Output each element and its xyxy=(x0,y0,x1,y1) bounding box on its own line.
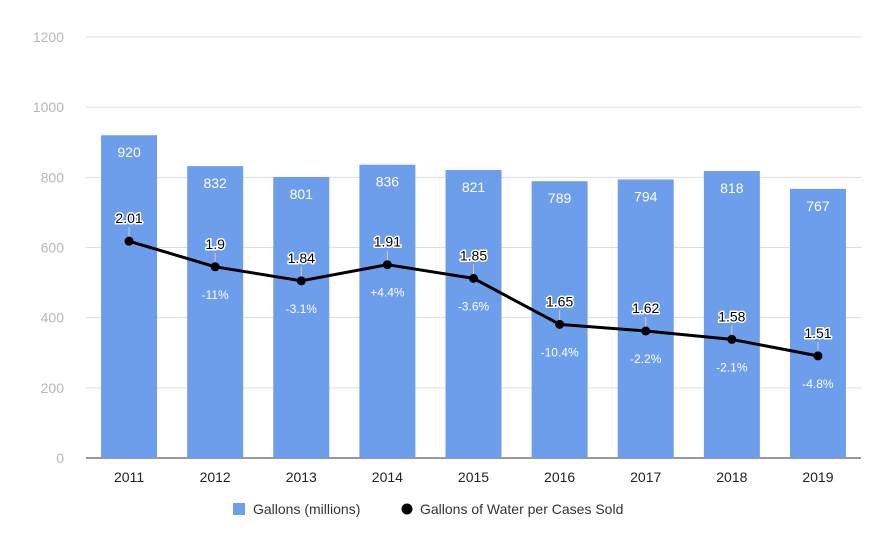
legend: Gallons (millions) Gallons of Water per C… xyxy=(233,501,623,517)
x-tick-label: 2013 xyxy=(286,469,317,485)
y-tick-label: 200 xyxy=(41,380,65,396)
bar-2014 xyxy=(359,164,416,458)
x-tick-label: 2015 xyxy=(458,469,489,485)
x-tick-label: 2016 xyxy=(544,469,575,485)
x-axis-ticks: 2011 2012 2013 2014 2015 2016 2017 2018 2019 xyxy=(114,469,834,485)
bar-value-label: 767 xyxy=(806,198,830,214)
bar-2011 xyxy=(101,135,158,458)
bar-value-label: 821 xyxy=(462,179,486,195)
y-tick-label: 400 xyxy=(41,310,65,326)
bars xyxy=(101,135,846,459)
change-label: -3.1% xyxy=(286,302,318,316)
bar-2013 xyxy=(273,176,330,459)
line-point-2013 xyxy=(296,276,306,286)
change-label: -2.2% xyxy=(630,352,662,366)
line-point-2017 xyxy=(641,326,651,336)
bar-2015 xyxy=(445,169,502,459)
bar-value-label: 789 xyxy=(548,190,572,206)
line-value-label: 1.62 xyxy=(632,300,659,316)
line-value-label: 1.9 xyxy=(205,236,225,252)
y-tick-label: 800 xyxy=(41,169,65,185)
y-tick-label: 600 xyxy=(41,240,65,256)
legend-swatch-line xyxy=(401,503,413,515)
bar-value-label: 832 xyxy=(203,175,227,191)
change-label: -3.6% xyxy=(458,299,490,313)
change-label: +4.4% xyxy=(370,286,405,300)
bar-value-label: 920 xyxy=(117,144,141,160)
x-tick-label: 2014 xyxy=(372,469,403,485)
legend-swatch-bar xyxy=(233,503,245,515)
y-axis-ticks: 0 200 400 600 800 1000 1200 xyxy=(33,29,64,466)
line-point-2014 xyxy=(382,260,392,270)
line-value-label: 1.84 xyxy=(288,250,315,266)
line-point-2015 xyxy=(469,273,478,283)
x-tick-label: 2018 xyxy=(716,469,747,485)
change-label: -11% xyxy=(202,288,229,302)
legend-label-gallons: Gallons (millions) xyxy=(253,501,360,517)
change-label: -4.8% xyxy=(802,377,834,391)
bar-2018 xyxy=(703,171,760,459)
change-label: -2.1% xyxy=(716,360,748,374)
bar-2019 xyxy=(789,188,846,458)
change-label: -10.4% xyxy=(541,345,579,359)
bar-value-label: 818 xyxy=(720,180,744,196)
line-point-2016 xyxy=(555,319,565,329)
y-tick-label: 0 xyxy=(56,450,64,466)
line-value-label: 1.51 xyxy=(804,325,831,341)
line-value-label: 1.65 xyxy=(546,293,573,309)
line-value-label: 2.01 xyxy=(115,210,142,226)
line-value-label: 1.85 xyxy=(460,247,487,263)
line-value-label: 1.58 xyxy=(718,308,745,324)
line-value-label: 1.91 xyxy=(374,234,401,250)
x-tick-label: 2012 xyxy=(200,469,231,485)
x-tick-label: 2011 xyxy=(114,469,144,485)
legend-label-water-per-case: Gallons of Water per Cases Sold xyxy=(420,501,623,517)
y-tick-label: 1000 xyxy=(33,99,64,115)
bar-value-label: 794 xyxy=(634,188,658,204)
y-tick-label: 1200 xyxy=(33,29,64,45)
line-point-2011 xyxy=(124,236,134,246)
line-point-2018 xyxy=(727,334,737,344)
bar-value-label: 801 xyxy=(290,186,314,202)
line-point-2012 xyxy=(210,262,220,272)
line-point-2019 xyxy=(813,351,823,361)
bar-labels: 920 832 801 836 821 789 794 818 767 xyxy=(117,144,829,214)
line-series: 2.01 1.9 -11% 1.84 -3.1% 1.91 +4.4% 1.85 -3.6% 1.… xyxy=(114,209,834,391)
bar-value-label: 836 xyxy=(376,174,400,190)
x-tick-label: 2017 xyxy=(630,469,661,485)
bar-2012 xyxy=(187,166,244,458)
x-tick-label: 2019 xyxy=(802,469,833,485)
